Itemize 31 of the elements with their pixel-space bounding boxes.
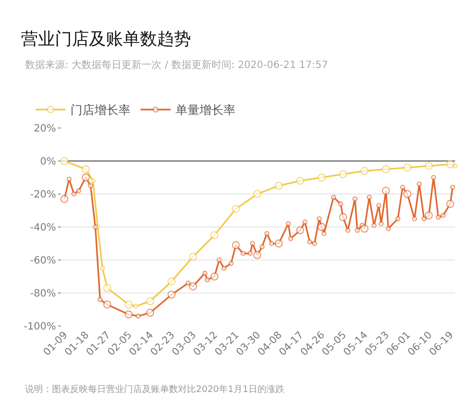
point (60, 157, 68, 165)
point (146, 297, 154, 306)
y-tick-label: -100% (24, 322, 56, 332)
point (168, 277, 176, 286)
point (274, 182, 283, 190)
y-tick-label: -20% (30, 190, 56, 200)
point (360, 166, 368, 175)
y-tick-label: 20% (34, 124, 56, 134)
point (103, 284, 112, 292)
point (253, 190, 262, 198)
point (318, 174, 326, 182)
point (124, 300, 133, 309)
point (424, 162, 433, 170)
point (82, 165, 90, 174)
point (189, 252, 197, 261)
point (446, 160, 454, 168)
y-tick-label: 0% (40, 156, 56, 168)
y-tick-label: -60% (30, 256, 56, 266)
y-tick-label: -80% (30, 288, 56, 300)
legend-label: 单量增长率 (176, 103, 236, 118)
point (296, 176, 304, 185)
chart-subtitle: 数据来源: 大数据每日更新一次 / 数据更新时间: 2020-06-21 17:57 (25, 59, 328, 71)
point (403, 164, 412, 172)
point (339, 170, 348, 178)
y-tick-label: -40% (30, 222, 56, 234)
legend-label: 门店增长率 (70, 103, 131, 118)
point (382, 165, 390, 174)
text: 说明：图表反映每日营业门店及账单数对比2020年1月1日的涨跌 (25, 384, 284, 395)
point (232, 204, 240, 213)
point (210, 231, 218, 240)
chart-title: 营业门店及账单数趋势 (20, 30, 191, 50)
